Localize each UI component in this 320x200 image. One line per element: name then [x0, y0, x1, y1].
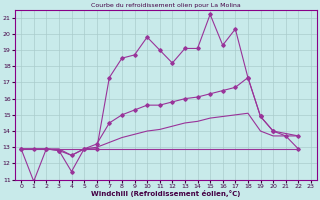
- Title: Courbe du refroidissement olien pour La Molina: Courbe du refroidissement olien pour La …: [91, 3, 241, 8]
- X-axis label: Windchill (Refroidissement éolien,°C): Windchill (Refroidissement éolien,°C): [91, 190, 241, 197]
